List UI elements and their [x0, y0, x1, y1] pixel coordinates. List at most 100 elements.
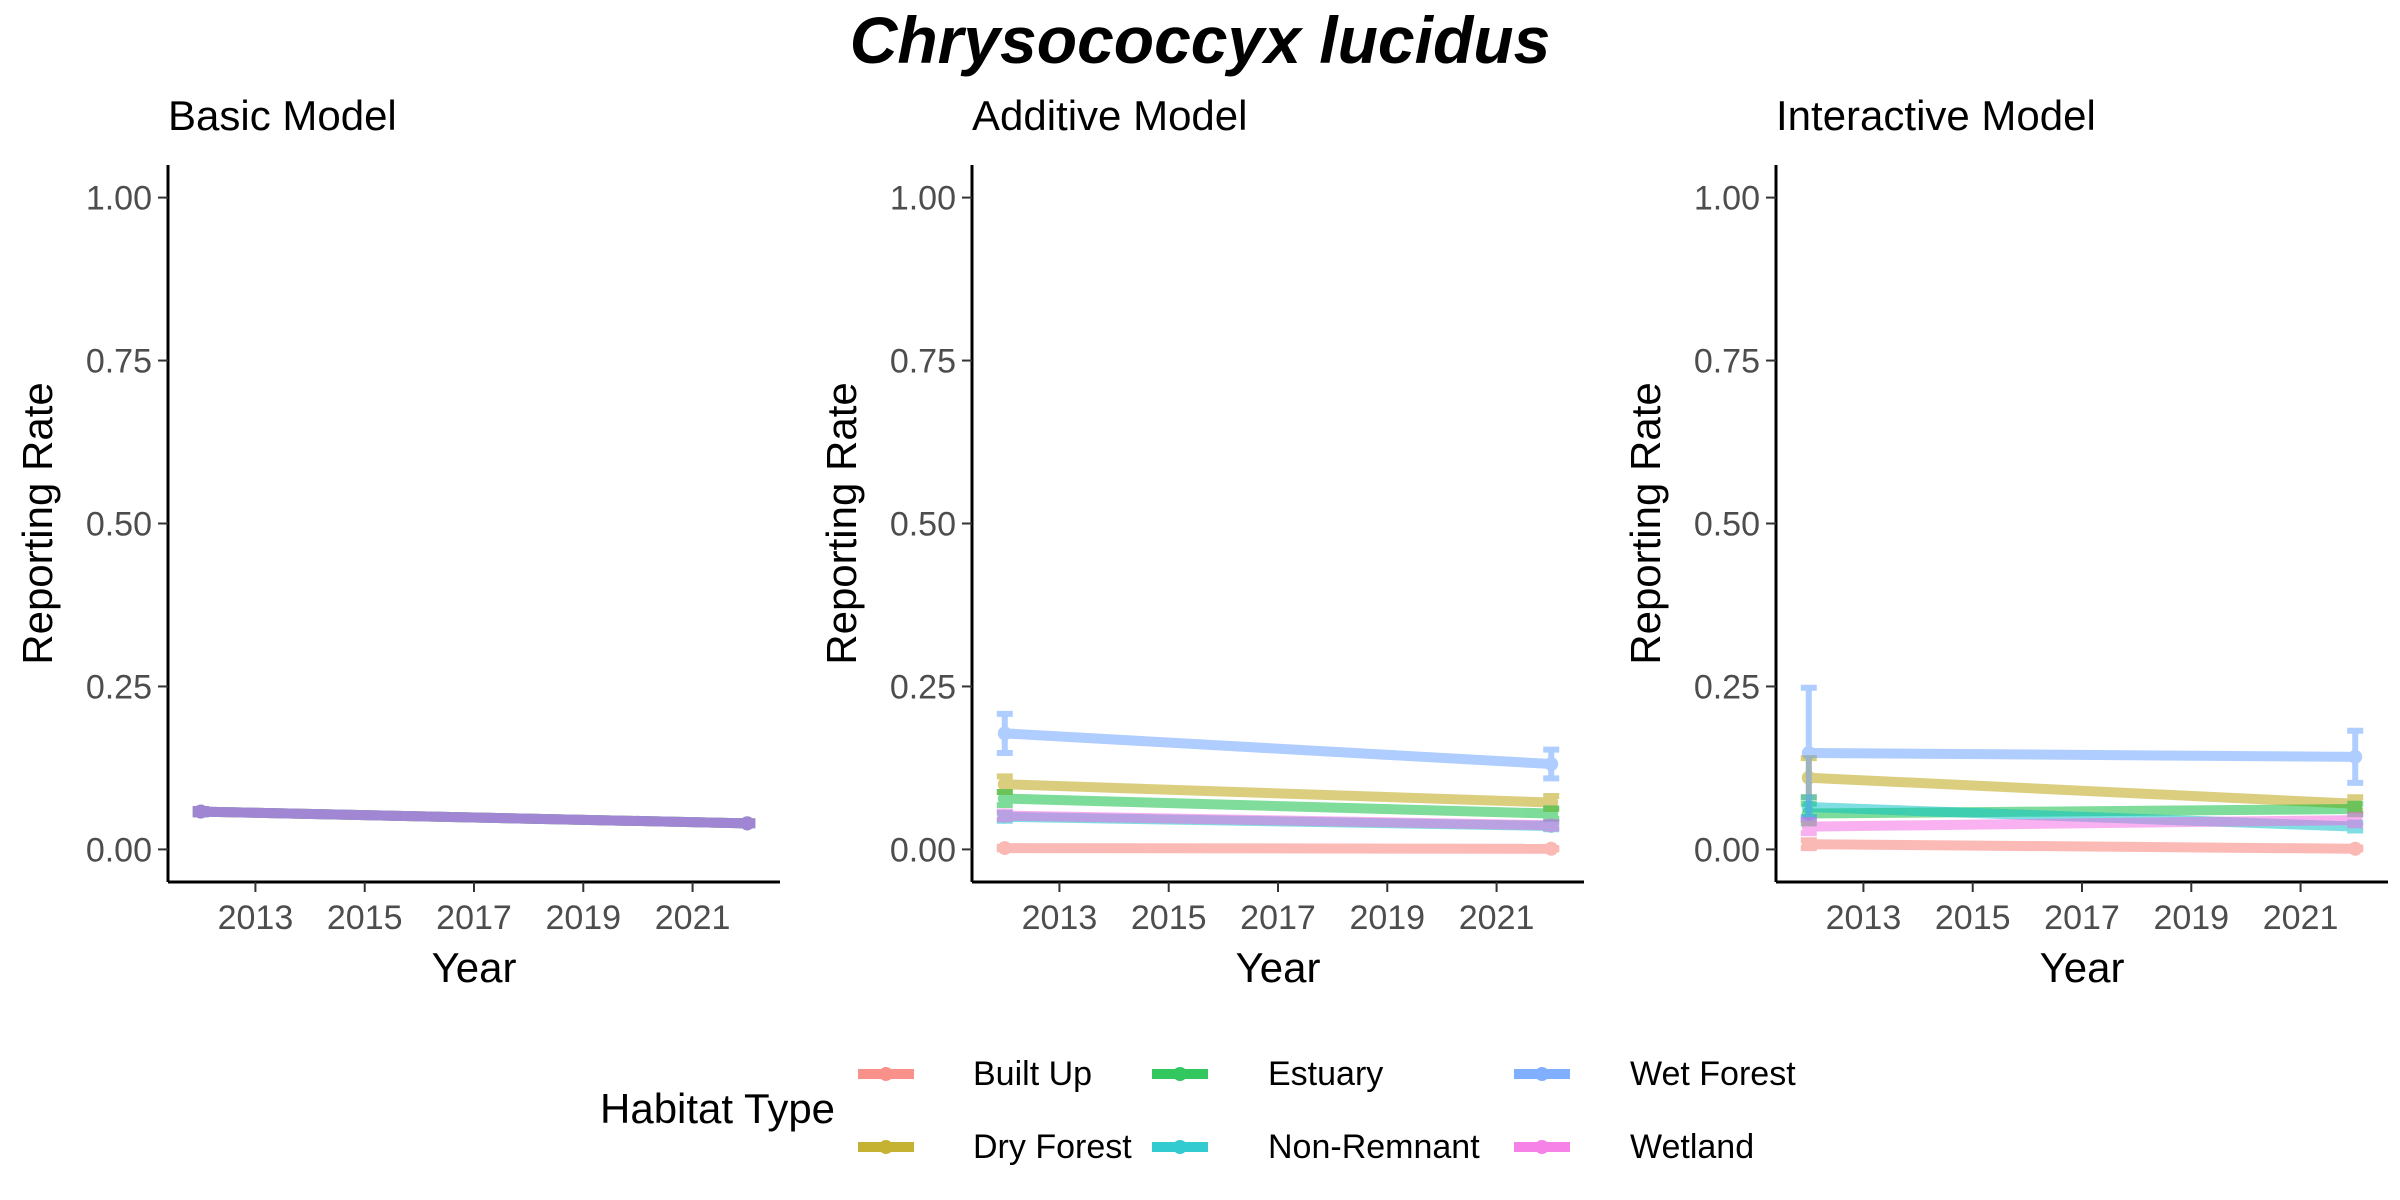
legend-key-wet-forest: [1514, 1067, 1570, 1081]
x-tick-label: 2021: [655, 899, 731, 937]
series-built-up: [996, 841, 1560, 856]
data-point: [997, 841, 1012, 856]
legend-title: Habitat Type: [600, 1085, 836, 1132]
series-line: [200, 806, 748, 829]
x-tick-label: 2019: [2153, 899, 2229, 937]
data-point: [2348, 749, 2363, 764]
panel-3: 0.00 0.25 0.50 0.75 1.00 2013 2015 2017 2019 2021…: [1622, 165, 2388, 991]
x-tick-label: 2017: [2044, 899, 2120, 937]
series-line: [1004, 843, 1552, 854]
y-tick-label: 0.25: [1694, 668, 1760, 706]
y-tick-label: 0.00: [890, 831, 956, 869]
y-tick-label: 0.50: [1694, 506, 1760, 544]
data-point: [1544, 806, 1559, 821]
legend-key-point: [879, 1140, 893, 1154]
data-point: [1801, 837, 1816, 852]
y-tick-label: 0.75: [86, 343, 152, 381]
series-wet-forest: [996, 710, 1560, 782]
x-tick-label: 2017: [1240, 899, 1316, 937]
data-point: [2348, 841, 2363, 856]
y-tick-label: 1.00: [890, 180, 956, 218]
data-point: [740, 816, 755, 831]
y-axis-label: Reporting Rate: [818, 382, 865, 665]
legend-label-wetland: Wetland: [1630, 1128, 1755, 1166]
series-wet-forest: [1800, 684, 2364, 822]
chart-title: Chrysococcyx lucidus: [849, 3, 1551, 77]
data-point: [193, 804, 208, 819]
x-axis-label: Year: [432, 944, 517, 991]
x-tick-label: 2015: [1935, 899, 2011, 937]
series-line: [1808, 747, 2356, 762]
y-tick-label: 0.50: [890, 506, 956, 544]
legend-key-built-up: [858, 1067, 914, 1081]
x-tick-label: 2019: [545, 899, 621, 937]
panel-title-additive: Additive Model: [972, 92, 1248, 139]
panel-title-basic: Basic Model: [168, 92, 397, 139]
y-tick-label: 0.75: [1694, 343, 1760, 381]
legend-label-dry-forest: Dry Forest: [973, 1128, 1132, 1166]
series-estuary: [996, 789, 1560, 822]
panel-1: 0.00 0.25 0.50 0.75 1.00 2013 2015 2017 2019 2021…: [14, 165, 780, 991]
legend-label-built-up: Built Up: [973, 1055, 1093, 1093]
y-tick-label: 0.50: [86, 506, 152, 544]
legend-key-point: [1535, 1067, 1549, 1081]
series-line: [1004, 793, 1552, 819]
legend-label-estuary: Estuary: [1268, 1055, 1384, 1093]
x-tick-label: 2021: [1459, 899, 1535, 937]
data-point: [1544, 841, 1559, 856]
legend-key-point: [879, 1067, 893, 1081]
data-point: [997, 808, 1012, 823]
x-tick-label: 2021: [2263, 899, 2339, 937]
data-point: [1544, 818, 1559, 833]
data-point: [997, 726, 1012, 741]
x-tick-label: 2013: [218, 899, 294, 937]
y-tick-label: 1.00: [1694, 180, 1760, 218]
data-point: [997, 777, 1012, 792]
legend-key-point: [1173, 1140, 1187, 1154]
legend-key-point: [1535, 1140, 1549, 1154]
x-axis-label: Year: [2040, 944, 2125, 991]
data-point: [1544, 757, 1559, 772]
y-tick-label: 0.00: [86, 831, 152, 869]
legend-key-wetland: [1514, 1140, 1570, 1154]
legend-label-wet-forest: Wet Forest: [1630, 1055, 1796, 1093]
series-built-up: [1800, 837, 2364, 856]
series-line: [1004, 810, 1552, 831]
data-point: [1801, 745, 1816, 760]
series-line: [1808, 839, 2356, 854]
data-point: [1801, 819, 1816, 834]
y-tick-label: 1.00: [86, 180, 152, 218]
series-line: [1808, 815, 2356, 832]
data-point: [2348, 813, 2363, 828]
y-tick-label: 0.25: [86, 668, 152, 706]
series-wetland: [996, 808, 1560, 833]
series-wetland: [192, 804, 756, 831]
panel-title-interactive: Interactive Model: [1776, 92, 2096, 139]
panel-2: 0.00 0.25 0.50 0.75 1.00 2013 2015 2017 2019 2021…: [818, 165, 1584, 991]
y-axis-label: Reporting Rate: [14, 382, 61, 665]
legend-key-estuary: [1152, 1067, 1208, 1081]
x-tick-label: 2013: [1022, 899, 1098, 937]
y-tick-label: 0.00: [1694, 831, 1760, 869]
series-line: [1004, 728, 1552, 770]
x-tick-label: 2015: [327, 899, 403, 937]
x-tick-label: 2015: [1131, 899, 1207, 937]
legend-key-point: [1173, 1067, 1187, 1081]
series-line: [1004, 779, 1552, 808]
x-tick-label: 2019: [1349, 899, 1425, 937]
series-wetland: [1800, 811, 2364, 837]
legend-key-dry-forest: [858, 1140, 914, 1154]
x-tick-label: 2017: [436, 899, 512, 937]
x-axis-label: Year: [1236, 944, 1321, 991]
y-tick-label: 0.25: [890, 668, 956, 706]
series-dry-forest: [1800, 755, 2364, 814]
y-axis-label: Reporting Rate: [1622, 382, 1669, 665]
series-line: [1808, 772, 2356, 809]
legend-key-non-remnant: [1152, 1140, 1208, 1154]
y-tick-label: 0.75: [890, 343, 956, 381]
x-tick-label: 2013: [1826, 899, 1902, 937]
data-point: [997, 791, 1012, 806]
legend-label-non-remnant: Non-Remnant: [1268, 1128, 1480, 1166]
